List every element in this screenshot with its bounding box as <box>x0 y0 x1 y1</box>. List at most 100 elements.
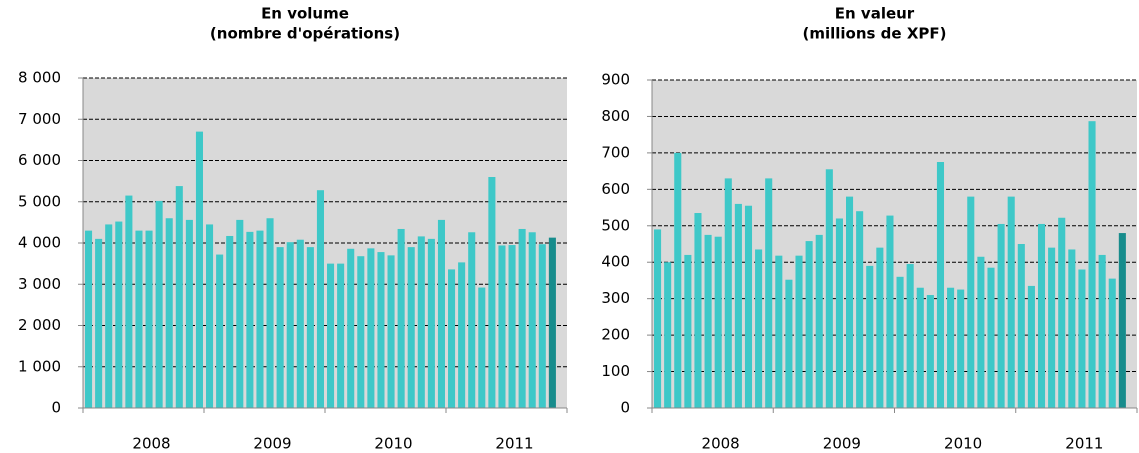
bar <box>916 287 924 408</box>
bar <box>286 242 294 408</box>
bar <box>694 213 702 408</box>
bar <box>337 263 345 408</box>
bar <box>856 211 864 408</box>
y-tick-label: 7 000 <box>18 110 61 128</box>
bar <box>125 195 133 408</box>
bar <box>508 245 516 408</box>
y-tick-label: 2 000 <box>18 316 61 334</box>
bar <box>765 178 773 408</box>
y-tick-label: 700 <box>601 143 630 161</box>
bar <box>498 245 506 408</box>
bar <box>1108 278 1116 408</box>
y-tick-label: 200 <box>601 326 630 344</box>
bar <box>347 248 355 408</box>
bar <box>775 255 783 408</box>
bar <box>236 219 244 408</box>
bar <box>155 200 163 408</box>
bar <box>397 228 405 408</box>
bar <box>947 287 955 408</box>
bar <box>488 177 496 408</box>
bar <box>357 256 365 408</box>
x-group-label: 2009 <box>253 435 291 453</box>
bar <box>437 219 445 408</box>
y-tick-label: 5 000 <box>18 192 61 210</box>
bar <box>216 254 224 408</box>
bar <box>684 254 692 408</box>
y-tick-label: 400 <box>601 253 630 271</box>
chart-title: En valeur <box>835 5 915 23</box>
bar <box>734 203 742 408</box>
bar <box>316 190 324 408</box>
bar <box>967 196 975 408</box>
bar <box>896 276 904 408</box>
bar <box>478 287 486 408</box>
bar <box>387 255 395 408</box>
bar <box>95 238 103 408</box>
bar <box>926 295 934 408</box>
bar <box>266 218 274 408</box>
bar <box>448 269 456 408</box>
bar <box>755 249 763 408</box>
bar <box>795 255 803 408</box>
y-tick-label: 4 000 <box>18 234 61 252</box>
y-tick-label: 500 <box>601 216 630 234</box>
bar <box>704 234 712 408</box>
bar <box>1058 217 1066 408</box>
bar <box>538 244 546 408</box>
bar <box>785 279 793 408</box>
bar <box>876 247 884 408</box>
bar <box>145 230 153 408</box>
bar <box>246 231 254 408</box>
bar <box>977 256 985 408</box>
bar <box>654 229 662 408</box>
x-group-label: 2009 <box>823 435 861 453</box>
bar <box>866 265 874 408</box>
bar <box>226 235 234 408</box>
bar <box>256 230 264 408</box>
bar <box>276 247 284 408</box>
bar <box>936 162 945 408</box>
bar <box>1118 233 1126 408</box>
plot-area <box>652 80 1137 408</box>
bar <box>997 223 1005 408</box>
bar <box>327 263 335 408</box>
x-group-label: 2011 <box>1065 435 1103 453</box>
bar <box>195 131 203 408</box>
bar <box>886 215 894 408</box>
bar <box>407 247 415 408</box>
bar <box>1068 249 1076 408</box>
bar <box>548 237 556 408</box>
y-tick-label: 800 <box>601 107 630 125</box>
y-tick-label: 1 000 <box>18 357 61 375</box>
y-tick-label: 100 <box>601 362 630 380</box>
bar <box>714 236 722 408</box>
x-group-label: 2011 <box>495 435 533 453</box>
y-tick-label: 8 000 <box>18 69 61 87</box>
bar <box>206 224 214 408</box>
bar <box>846 196 854 408</box>
y-tick-label: 300 <box>601 289 630 307</box>
bar <box>906 264 914 408</box>
bar <box>825 169 833 408</box>
bar <box>1017 244 1025 408</box>
bar <box>377 252 385 408</box>
bar <box>744 205 753 408</box>
bar <box>528 232 536 408</box>
bar <box>1048 247 1056 408</box>
bar <box>1007 196 1015 408</box>
bar <box>115 221 123 408</box>
x-group-label: 2010 <box>944 435 982 453</box>
bar <box>957 289 965 408</box>
bar <box>175 186 183 408</box>
chart-title: En volume <box>261 5 349 23</box>
bar <box>105 224 113 408</box>
bar <box>664 262 672 408</box>
y-tick-label: 0 <box>51 399 61 417</box>
chart-title: (nombre d'opérations) <box>210 25 400 43</box>
bar <box>417 236 425 408</box>
chart-title: (millions de XPF) <box>803 25 947 43</box>
y-tick-label: 600 <box>601 180 630 198</box>
bar <box>1027 285 1035 408</box>
